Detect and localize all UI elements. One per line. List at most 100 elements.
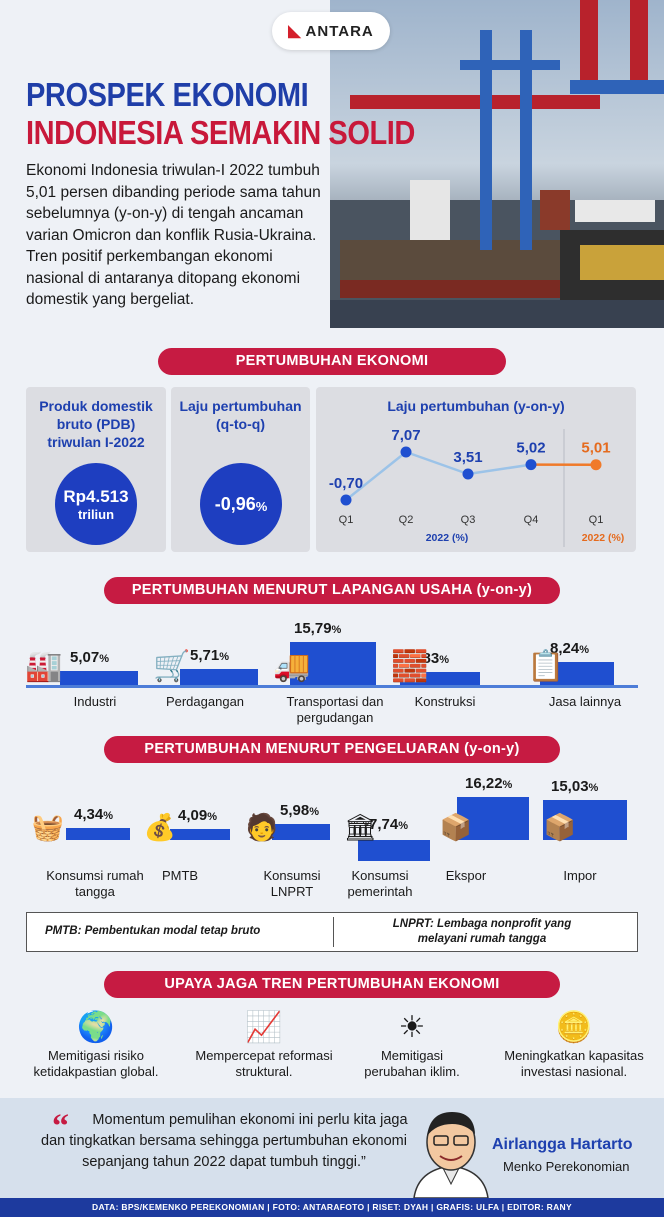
brand-name: ANTARA <box>305 22 374 40</box>
coins-icon: 🪙 <box>555 1011 593 1044</box>
quote-band: “ Momentum pemulihan ekonomi ini perlu k… <box>0 1098 664 1199</box>
data-point <box>525 459 537 471</box>
bar <box>400 671 480 685</box>
bar <box>543 800 627 840</box>
value-label: 15,79% <box>294 620 341 637</box>
value-label: 15,03% <box>551 778 598 795</box>
bar-value: 4,09 <box>178 807 208 825</box>
antara-logo: ◣ ANTARA <box>272 12 390 50</box>
yony-card: Laju pertumbuhan (y-on-y) -0,70 Q1 7,07 Q2 3… <box>316 387 636 552</box>
category-label: PMTB <box>161 868 199 883</box>
speaker-name: Airlangga Hartarto <box>492 1136 633 1153</box>
speaker-role: Menko Perekonomian <box>503 1159 630 1174</box>
person-icon: 🧑 <box>245 812 279 842</box>
qtoq-circle: -0,96% <box>200 463 282 545</box>
bar-value: 5,71 <box>190 647 220 665</box>
category-label: Konstruksi <box>414 694 476 709</box>
data-point <box>590 459 602 471</box>
qtoq-title: Laju pertumbuhan (q-to-q) <box>179 398 302 432</box>
series-line-segment <box>345 451 407 501</box>
upaya-list: 🌍 Memitigasi risiko ketidakpastian global… <box>0 1008 664 1093</box>
value-label: -7,74% <box>364 816 408 833</box>
notes-box: PMTB: Pembentukan modal tetap bruto LNPR… <box>26 912 638 952</box>
data-point <box>462 468 474 480</box>
x-tick-label: Q2 <box>399 514 414 526</box>
pengeluaran-chart: 4,34% 🧺 Konsumsi rumah tangga 4,09% 💰 PMTB 5,9… <box>0 768 664 908</box>
bar-value: 4,83 <box>410 649 440 667</box>
bar <box>66 828 130 840</box>
qtoq-unit: % <box>255 498 268 514</box>
banner-upaya: UPAYA JAGA TREN PERTUMBUHAN EKONOMI <box>104 971 560 998</box>
percent-sign: % <box>588 782 599 795</box>
category-label: Impor <box>563 868 597 883</box>
value-label: 4,83% <box>410 650 449 667</box>
truck-icon: 🚚 <box>273 650 311 683</box>
data-point <box>340 494 352 506</box>
title-line-1: PROSPEK EKONOMI <box>26 76 309 113</box>
bar-value: 16,22 <box>465 775 503 793</box>
category-label: Transportasi dan pergudangan <box>286 694 384 725</box>
x-tick-label: Q3 <box>461 514 476 526</box>
data-label: 7,07 <box>391 427 420 444</box>
axis-line <box>26 685 638 688</box>
bar-value: 5,98 <box>280 802 310 820</box>
series-line-segment <box>405 450 469 476</box>
growth-chart-icon: 📈 <box>245 1011 283 1044</box>
intro-paragraph: Ekonomi Indonesia triwulan-I 2022 tumbuh… <box>26 162 321 308</box>
pdb-title: Produk domestik bruto (PDB) triwulan I-2… <box>39 398 153 450</box>
strategy-label: Meningkatkan kapasitas investasi nasiona… <box>504 1048 644 1079</box>
bar <box>170 829 230 840</box>
bar-value: 5,07 <box>70 649 100 667</box>
percent-sign: % <box>99 653 109 666</box>
money-icon: 💰 <box>143 812 177 842</box>
value-label: 16,22% <box>465 775 512 792</box>
bar <box>540 662 614 685</box>
data-point <box>400 446 412 458</box>
strategy-label: Mempercepat reformasi struktural. <box>195 1048 333 1079</box>
quote-text: Momentum pemulihan ekonomi ini perlu kit… <box>41 1112 408 1170</box>
yony-line-chart: -0,70 Q1 7,07 Q2 3,51 Q3 5,02 Q4 5,01 Q1 <box>329 427 611 547</box>
bar <box>60 671 138 685</box>
x-tick-label: Q1 <box>589 514 604 526</box>
note-lnprt: LNPRT: Lembaga nonprofit yang melayani r… <box>392 918 572 945</box>
cart-icon: 🛒 <box>153 650 191 683</box>
category-label: Konsumsi LNPRT <box>263 868 321 899</box>
category-label: Perdagangan <box>165 694 245 709</box>
bar <box>290 641 376 685</box>
notes-divider <box>333 917 334 947</box>
percent-sign: % <box>331 623 342 636</box>
import-cart-icon: 📦 <box>543 812 577 842</box>
banner-lapangan-usaha: PERTUMBUHAN MENURUT LAPANGAN USAHA (y-on… <box>104 577 560 604</box>
bar <box>180 669 258 685</box>
qtoq-card: Laju pertumbuhan (q-to-q) -0,96% <box>171 387 310 552</box>
category-label: Konsumsi pemerintah <box>347 868 413 899</box>
data-label: 5,02 <box>516 440 545 457</box>
data-label: 5,01 <box>581 440 610 457</box>
bar-value: 15,03 <box>551 778 589 796</box>
year-label-2021: 2022 (%) <box>425 532 469 544</box>
bar <box>457 797 529 840</box>
pdb-card: Produk domestik bruto (PDB) triwulan I-2… <box>26 387 166 552</box>
value-label: 5,71% <box>190 647 229 664</box>
bar-value: 15,79 <box>294 619 332 637</box>
banner-pertumbuhan-ekonomi: PERTUMBUHAN EKONOMI <box>158 348 506 375</box>
category-label: Ekspor <box>445 868 487 883</box>
strategy-label: Memitigasi perubahan iklim. <box>364 1048 460 1079</box>
percent-sign: % <box>579 644 589 657</box>
data-label: 3,51 <box>453 449 482 466</box>
document-icon: 📋 <box>527 650 565 683</box>
lapangan-usaha-chart: 5,07% 🏭 Industri 5,71% 🛒 Perdagangan 15,79% 🚚 Tr… <box>0 610 664 730</box>
value-label: 5,98% <box>280 802 319 819</box>
export-cart-icon: 📦 <box>439 812 473 842</box>
bar <box>358 840 430 861</box>
year-label-2022: 2022 (%) <box>581 532 625 544</box>
series-line-segment <box>467 463 532 476</box>
pdb-unit: triliun <box>77 506 115 522</box>
value-label: 8,24% <box>550 640 589 657</box>
bar-value: 4,34 <box>74 806 104 824</box>
note-pmtb: PMTB: Pembentukan modal tetap bruto <box>45 925 261 937</box>
value-label: 5,07% <box>70 649 109 666</box>
speaker-portrait <box>408 1104 494 1199</box>
percent-sign: % <box>207 811 217 824</box>
percent-sign: % <box>502 779 513 792</box>
